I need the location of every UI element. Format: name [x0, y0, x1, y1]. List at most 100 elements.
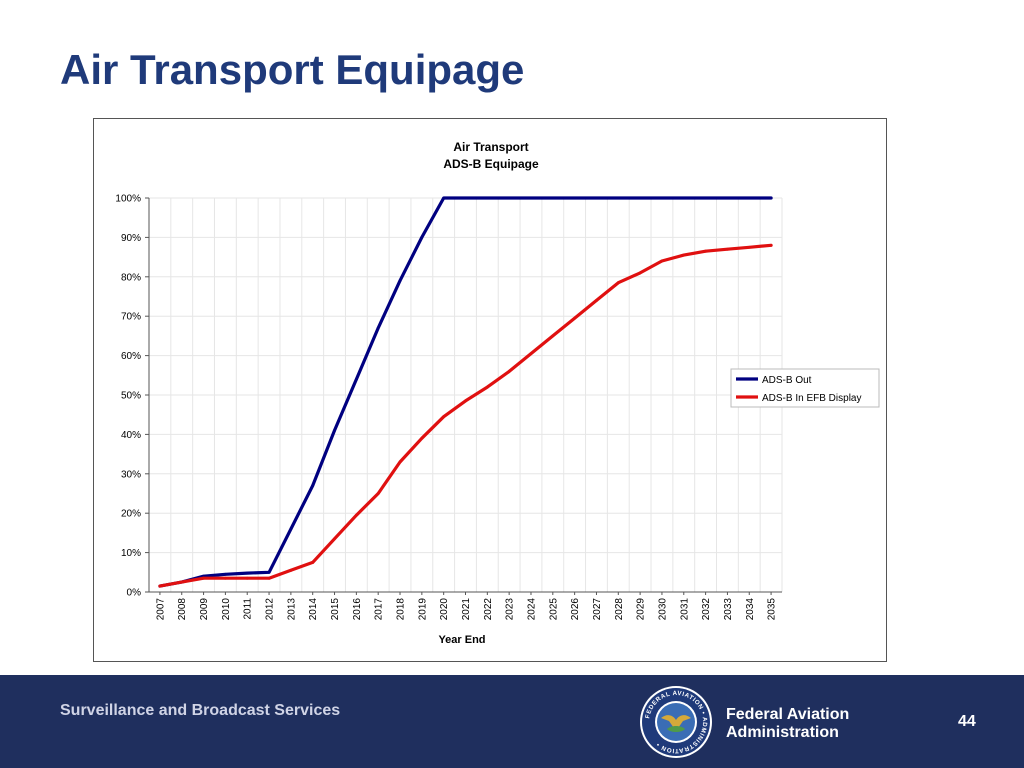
data-point-series-1: [442, 196, 446, 200]
data-point-series-1: [726, 196, 729, 200]
x-tick-label: 2020: [439, 598, 450, 621]
x-tick-label: 2035: [767, 598, 778, 621]
data-point-series-1: [398, 279, 402, 283]
x-tick-label: 2012: [265, 598, 276, 621]
data-point-series-2: [223, 576, 227, 580]
data-point-series-1: [769, 196, 773, 200]
chart-title-line2: ADS-B Equipage: [443, 157, 539, 171]
x-tick-label: 2011: [243, 598, 254, 620]
data-point-series-2: [726, 247, 729, 251]
x-tick-label: 2008: [177, 598, 188, 621]
legend-label-1: ADS-B Out: [762, 375, 812, 386]
data-point-series-1: [682, 196, 686, 200]
data-point-series-1: [551, 196, 555, 200]
data-point-series-2: [704, 249, 708, 253]
data-point-series-1: [223, 572, 227, 576]
data-point-series-1: [333, 429, 336, 432]
data-point-series-1: [573, 196, 577, 200]
y-tick-label: 90%: [121, 233, 141, 244]
legend-label-2: ADS-B In EFB Display: [762, 393, 861, 404]
agency-name-line1: Federal Aviation: [726, 706, 850, 723]
y-tick-label: 20%: [121, 509, 141, 520]
x-tick-label: 2016: [352, 598, 363, 621]
x-tick-label: 2027: [592, 598, 603, 621]
data-point-series-1: [245, 571, 249, 575]
x-tick-label: 2007: [155, 598, 166, 621]
data-point-series-2: [529, 352, 533, 356]
data-point-series-2: [333, 537, 336, 541]
data-point-series-2: [420, 436, 424, 440]
x-tick-label: 2028: [614, 598, 625, 621]
x-tick-label: 2019: [417, 598, 428, 621]
y-tick-label: 60%: [121, 351, 141, 362]
data-point-series-1: [507, 196, 511, 200]
x-tick-label: 2030: [657, 598, 668, 621]
data-point-series-2: [464, 399, 467, 403]
x-tick-label: 2009: [199, 598, 210, 621]
data-point-series-2: [747, 245, 751, 249]
data-point-series-2: [551, 334, 555, 338]
x-tick-label: 2018: [396, 598, 407, 621]
chart-legend: ADS-B Out ADS-B In EFB Display: [730, 368, 880, 408]
x-tick-label: 2023: [505, 598, 516, 621]
agency-name-line2: Administration: [726, 724, 839, 741]
data-point-series-2: [682, 253, 686, 257]
x-tick-label: 2024: [526, 598, 537, 621]
data-point-series-1: [616, 196, 620, 200]
x-tick-label: 2013: [286, 598, 297, 621]
data-point-series-1: [311, 484, 315, 488]
y-tick-label: 70%: [121, 312, 141, 323]
data-point-series-2: [245, 576, 249, 580]
data-point-series-1: [464, 196, 467, 200]
x-tick-label: 2031: [679, 598, 690, 621]
y-tick-label: 30%: [121, 469, 141, 480]
data-point-series-2: [573, 316, 577, 320]
data-point-series-1: [289, 527, 293, 531]
data-point-series-1: [704, 196, 708, 200]
data-point-series-1: [747, 196, 751, 200]
data-point-series-2: [289, 568, 293, 572]
data-point-series-2: [354, 513, 358, 517]
data-point-series-2: [376, 492, 380, 495]
data-point-series-2: [442, 415, 446, 419]
data-point-series-1: [354, 377, 358, 381]
data-point-series-2: [485, 385, 489, 389]
y-tick-label: 80%: [121, 272, 141, 283]
data-point-series-2: [202, 576, 205, 580]
data-point-series-1: [376, 326, 380, 330]
footer-bar: Surveillance and Broadcast Services FEDE…: [0, 675, 1024, 768]
footer-program-name: Surveillance and Broadcast Services: [60, 702, 341, 719]
x-tick-label: 2026: [570, 598, 581, 621]
data-point-series-1: [595, 196, 598, 200]
slide-title: Air Transport Equipage: [60, 46, 525, 93]
data-point-series-2: [616, 281, 620, 285]
data-point-series-1: [485, 196, 489, 200]
data-point-series-1: [420, 236, 424, 239]
adsb-equipage-chart: Air Transport ADS-B Equipage 0% 10% 20% 30%…: [115, 140, 880, 646]
y-tick-label: 50%: [121, 391, 141, 402]
data-point-series-2: [311, 561, 315, 564]
x-tick-label: 2025: [548, 598, 559, 621]
chart-frame: Air Transport ADS-B Equipage 0% 10% 20% 30%…: [93, 118, 887, 662]
chart-title-line1: Air Transport: [453, 140, 528, 154]
x-axis-label: Year End: [438, 634, 485, 646]
faa-seal-logo: FEDERAL AVIATION • ADMINISTRATION •: [640, 686, 712, 758]
agency-name: Federal Aviation Administration: [726, 706, 849, 742]
data-point-series-1: [638, 196, 642, 200]
data-point-series-1: [660, 196, 664, 200]
data-point-series-2: [638, 271, 642, 275]
y-tick-label: 10%: [121, 548, 141, 559]
legend-box: [730, 368, 880, 408]
y-tick-label: 100%: [115, 194, 141, 205]
x-tick-label: 2015: [330, 598, 341, 621]
data-point-series-2: [180, 580, 184, 584]
x-tick-label: 2010: [221, 598, 232, 621]
x-tick-label: 2021: [461, 598, 472, 621]
x-tick-label: 2022: [483, 598, 494, 621]
x-tick-label: 2014: [308, 598, 319, 621]
data-point-series-1: [529, 196, 533, 200]
x-tick-label: 2029: [636, 598, 647, 621]
x-tick-label: 2034: [745, 598, 756, 621]
y-tick-label: 0%: [127, 588, 142, 599]
data-point-series-2: [595, 299, 598, 302]
